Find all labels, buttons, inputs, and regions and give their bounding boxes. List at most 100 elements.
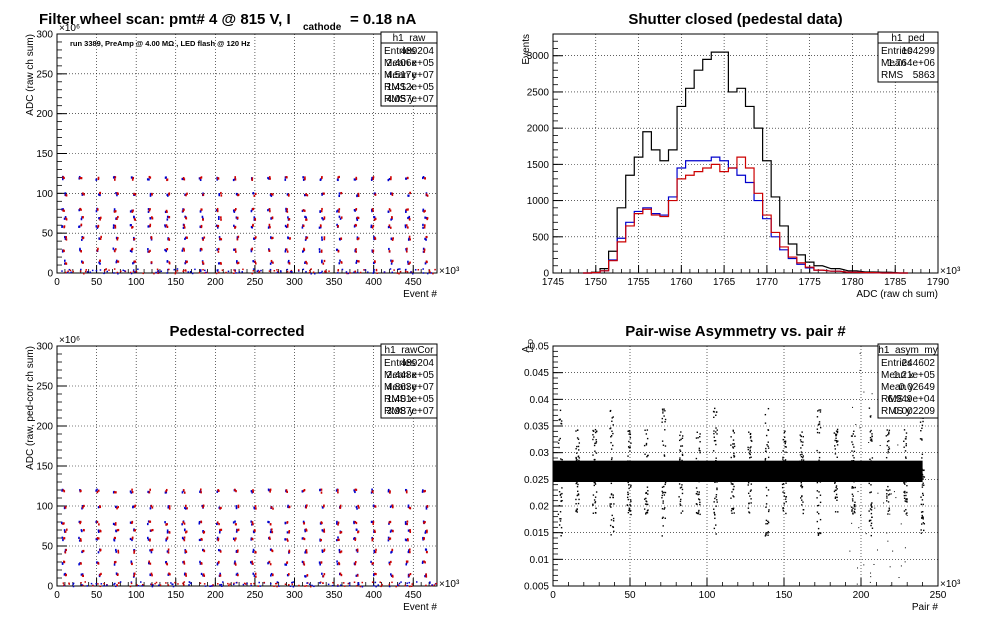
scatter-point [291, 271, 293, 273]
scatter-point [852, 471, 854, 473]
scatter-point [563, 462, 565, 464]
scatter-point [114, 522, 117, 525]
x-tick-label: 250 [930, 590, 947, 601]
scatter-point [911, 474, 913, 476]
scatter-point [408, 549, 410, 552]
y-tick-label: 0.03 [530, 448, 550, 459]
scatter-point [151, 528, 154, 532]
scatter-point [219, 574, 222, 577]
spike-point [853, 450, 856, 453]
scatter-point [690, 473, 692, 475]
spike-point [748, 502, 750, 504]
spike-point [594, 428, 597, 431]
spike-point [558, 439, 560, 441]
spike-point [766, 470, 768, 473]
scatter-point [916, 470, 918, 472]
scatter-point [387, 490, 390, 493]
scatter-point [763, 470, 765, 472]
scatter-point [149, 223, 152, 226]
scatter-point [131, 250, 133, 253]
scatter-point [607, 476, 609, 478]
spike-point [561, 470, 563, 472]
spike-point [680, 504, 682, 507]
scatter-point [424, 237, 426, 240]
scatter-point [389, 226, 392, 229]
spike-point [733, 485, 735, 488]
x-tick-label: 1790 [927, 277, 950, 288]
scatter-point [131, 491, 134, 494]
scatter-point [235, 272, 237, 274]
scatter-point [724, 472, 726, 474]
y-tick-label: 0 [543, 269, 549, 280]
scatter-point [921, 470, 923, 472]
spike-point [819, 409, 822, 411]
scatter-point [374, 530, 376, 533]
spike-point [764, 413, 767, 416]
scatter-point [720, 474, 722, 476]
stats-row-label: RMS x [384, 82, 414, 93]
scatter-point [373, 235, 375, 239]
scatter-point [821, 471, 823, 473]
outlier-point [849, 550, 851, 552]
spike-point [906, 512, 908, 514]
scatter-point [98, 523, 100, 526]
spike-point [767, 531, 770, 533]
scatter-point [112, 522, 115, 525]
scatter-point [270, 217, 272, 220]
scatter-point [649, 476, 651, 478]
spike-point [750, 456, 752, 458]
scatter-point [80, 562, 82, 565]
scatter-point [232, 583, 235, 586]
scatter-point [320, 522, 322, 525]
scatter-point [422, 560, 424, 563]
scatter-point [404, 270, 407, 273]
scatter-point [764, 469, 766, 471]
scatter-point [336, 560, 338, 563]
spike-point [629, 503, 631, 506]
scatter-point [670, 471, 672, 473]
scatter-point [666, 471, 668, 473]
scatter-point [234, 178, 237, 181]
scatter-point [147, 210, 150, 213]
spike-point [678, 496, 680, 498]
scatter-point [639, 468, 641, 470]
scatter-point [63, 537, 66, 540]
scatter-point [165, 562, 168, 565]
scatter-point [765, 476, 767, 478]
spike-point [802, 456, 804, 459]
scatter-point [115, 572, 118, 575]
spike-point [730, 465, 732, 467]
scatter-point [673, 472, 675, 474]
spike-point [764, 459, 767, 461]
spike-point [664, 445, 667, 447]
scatter-point [711, 471, 713, 473]
scatter-point [424, 489, 426, 493]
scatter-point [570, 471, 572, 473]
scatter-point [233, 224, 235, 227]
scatter-point [97, 583, 99, 585]
spike-point [888, 431, 890, 433]
scatter-point [202, 531, 205, 534]
scatter-point [284, 248, 287, 251]
scatter-point [899, 470, 901, 472]
spike-point [767, 456, 770, 459]
spike-point [698, 476, 700, 479]
scatter-point [390, 560, 392, 564]
scatter-point [573, 473, 575, 475]
scatter-point [574, 472, 576, 474]
spike-point [730, 461, 733, 463]
scatter-point [796, 471, 798, 473]
scatter-point [565, 465, 567, 467]
scatter-point [183, 249, 185, 252]
scatter-point [168, 268, 170, 271]
scatter-point [798, 477, 800, 479]
spike-point [697, 437, 699, 439]
scatter-point [229, 583, 231, 585]
scatter-point [353, 537, 355, 540]
spike-point [904, 483, 906, 485]
scatter-point [81, 505, 84, 508]
scatter-point [321, 192, 324, 195]
scatter-point [555, 473, 557, 475]
scatter-point [343, 582, 345, 584]
